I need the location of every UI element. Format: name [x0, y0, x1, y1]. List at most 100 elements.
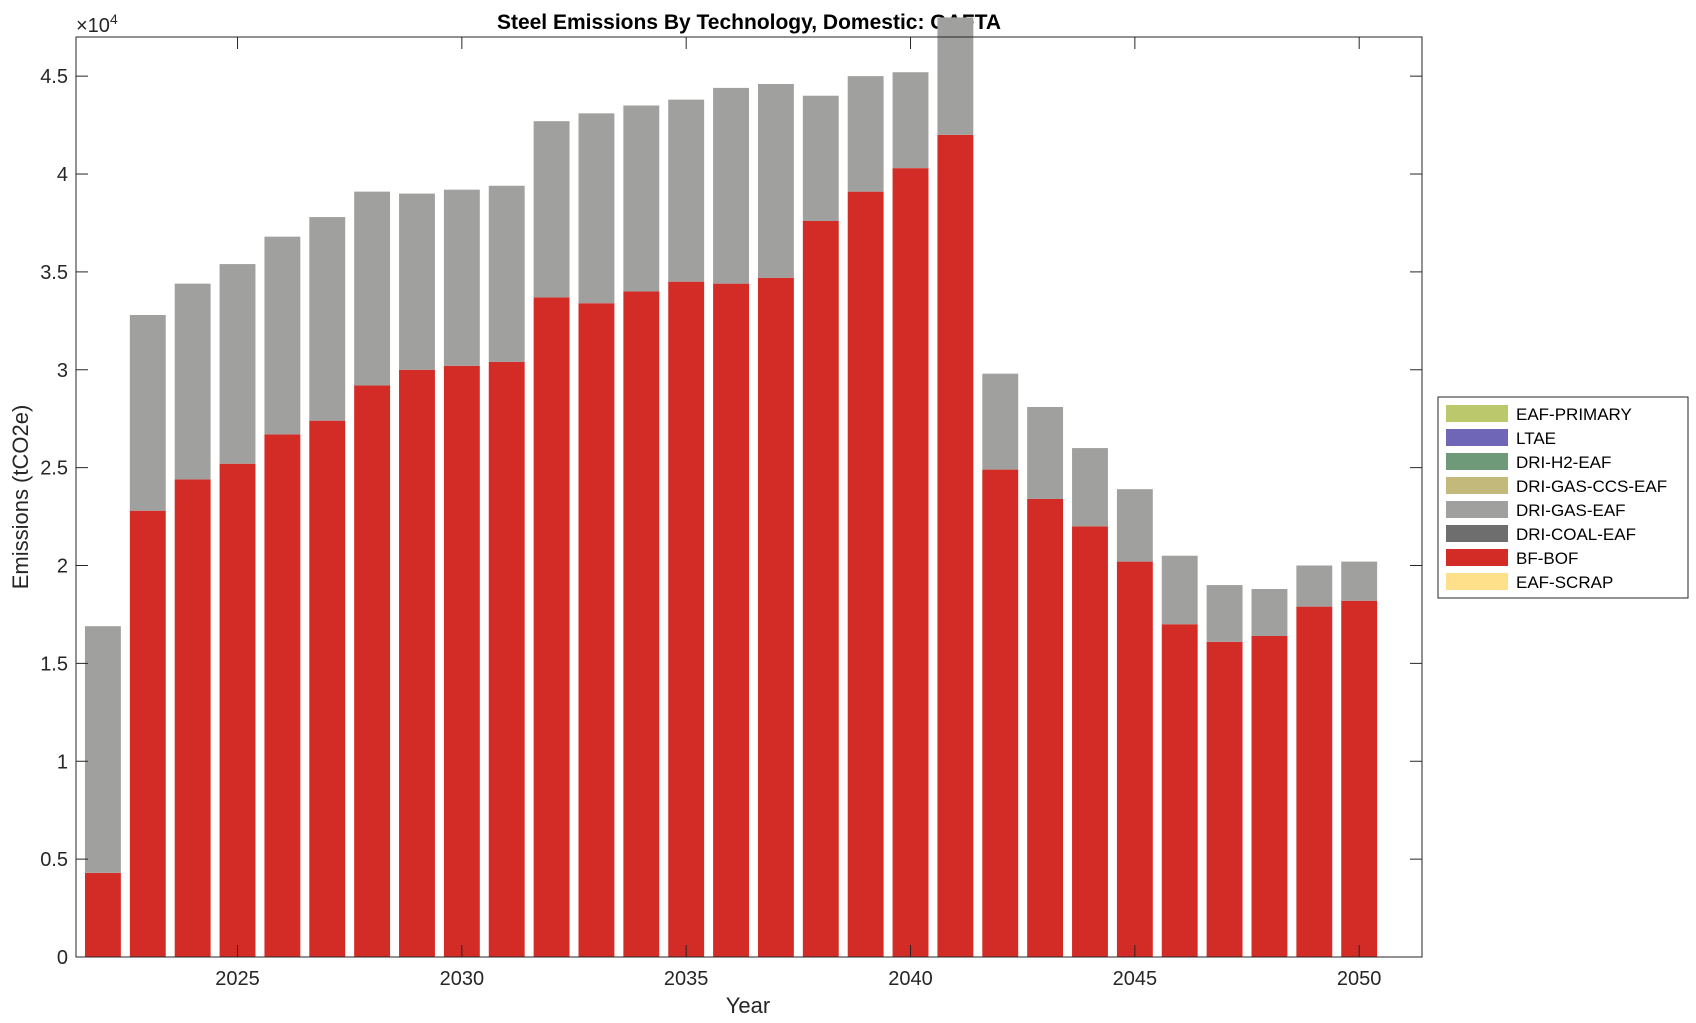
x-tick-label: 2025: [215, 968, 260, 990]
legend-label-dri-gas-ccs-eaf: DRI-GAS-CCS-EAF: [1516, 477, 1667, 496]
y-axis-multiplier-base: ×10: [76, 15, 110, 37]
legend-swatch-dri-gas-eaf: [1446, 501, 1508, 518]
bar-bf-bof-2037: [757, 277, 794, 957]
x-tick-label: 2045: [1113, 968, 1158, 990]
bar-dri-gas-eaf-2023: [129, 314, 166, 511]
y-tick-label: 3: [57, 360, 68, 382]
legend-swatch-eaf-scrap: [1446, 573, 1508, 590]
legend-swatch-bf-bof: [1446, 549, 1508, 566]
bar-bf-bof-2040: [892, 168, 929, 957]
y-tick-label: 1: [57, 751, 68, 773]
legend-label-ltae: LTAE: [1516, 429, 1556, 448]
bar-bf-bof-2048: [1251, 635, 1288, 957]
bar-bf-bof-2031: [488, 361, 525, 957]
bar-dri-gas-eaf-2028: [354, 191, 391, 386]
bar-bf-bof-2044: [1072, 526, 1108, 957]
bar-bf-bof-2034: [623, 291, 660, 958]
bar-bf-bof-2026: [264, 434, 301, 957]
bar-bf-bof-2050: [1341, 600, 1378, 957]
bar-dri-gas-eaf-2030: [443, 189, 480, 366]
bar-bf-bof-2029: [399, 369, 435, 957]
bar-dri-gas-eaf-2045: [1116, 489, 1153, 562]
bar-bf-bof-2028: [354, 385, 391, 957]
y-axis-exponent-label: ×104: [76, 11, 118, 37]
bar-dri-gas-eaf-2048: [1251, 589, 1288, 636]
bar-dri-gas-eaf-2043: [1027, 406, 1064, 499]
y-tick-label: 2: [57, 556, 68, 578]
bar-dri-gas-eaf-2026: [264, 236, 301, 435]
bar-dri-gas-eaf-2044: [1072, 448, 1108, 527]
legend-label-dri-coal-eaf: DRI-COAL-EAF: [1516, 525, 1636, 544]
bar-dri-gas-eaf-2046: [1161, 555, 1198, 625]
legend: EAF-PRIMARY LTAE DRI-H2-EAF DRI-GAS-CCS-EAF…: [1437, 396, 1689, 599]
y-tick-label: 0: [57, 947, 68, 969]
bar-bf-bof-2035: [668, 281, 705, 957]
bar-dri-gas-eaf-2033: [578, 113, 615, 304]
bar-bf-bof-2045: [1116, 561, 1153, 957]
bar-dri-gas-eaf-2025: [219, 264, 256, 464]
x-axis-label: Year: [726, 993, 770, 1018]
y-axis-multiplier-exponent: 4: [110, 11, 118, 27]
legend-label-bf-bof: BF-BOF: [1516, 549, 1578, 568]
y-tick-label: 1.5: [40, 653, 68, 675]
bar-dri-gas-eaf-2035: [668, 99, 705, 282]
legend-swatch-dri-gas-ccs-eaf: [1446, 477, 1508, 494]
chart-title: Steel Emissions By Technology, Domestic:…: [497, 11, 1001, 34]
bar-bf-bof-2043: [1027, 498, 1064, 957]
bar-bf-bof-2036: [713, 283, 749, 957]
bar-bf-bof-2038: [802, 221, 839, 957]
x-tick-label: 2050: [1337, 968, 1382, 990]
bar-bf-bof-2027: [309, 420, 346, 957]
bar-bf-bof-2022: [84, 872, 121, 957]
bar-dri-gas-eaf-2031: [488, 185, 525, 362]
y-tick-label: 3.5: [40, 262, 68, 284]
legend-label-eaf-scrap: EAF-SCRAP: [1516, 573, 1613, 592]
bar-dri-gas-eaf-2029: [399, 193, 435, 370]
bar-dri-gas-eaf-2039: [847, 76, 884, 192]
plot-area-frame: [75, 36, 1423, 958]
bar-series-group: [84, 17, 1378, 958]
bar-bf-bof-2046: [1161, 624, 1198, 957]
y-tick-label: 4.5: [40, 66, 68, 88]
bar-dri-gas-eaf-2024: [174, 283, 211, 480]
bar-bf-bof-2024: [174, 479, 211, 957]
x-axis: 2025 2030 2035 2040 2045 2050: [215, 37, 1381, 990]
bar-bf-bof-2033: [578, 303, 615, 958]
legend-swatch-dri-h2-eaf: [1446, 453, 1508, 470]
bar-bf-bof-2030: [443, 365, 480, 958]
bar-dri-gas-eaf-2032: [533, 121, 570, 298]
y-axis: 0 0.5 1 1.5 2 2.5 3 3.5 4 4.5: [40, 66, 1422, 969]
y-tick-label: 2.5: [40, 458, 68, 480]
y-tick-label: 4: [57, 164, 68, 186]
x-tick-label: 2040: [888, 968, 933, 990]
y-axis-label: Emissions (tCO2e): [8, 405, 33, 590]
legend-swatch-eaf-primary: [1446, 405, 1508, 422]
bar-dri-gas-eaf-2022: [84, 626, 121, 873]
bar-dri-gas-eaf-2050: [1341, 561, 1378, 601]
legend-label-eaf-primary: EAF-PRIMARY: [1516, 405, 1632, 424]
legend-swatch-dri-coal-eaf: [1446, 525, 1508, 542]
bar-bf-bof-2032: [533, 297, 570, 958]
bar-bf-bof-2039: [847, 191, 884, 957]
bar-dri-gas-eaf-2036: [713, 87, 749, 284]
bar-bf-bof-2025: [219, 463, 256, 957]
x-tick-label: 2035: [664, 968, 709, 990]
legend-label-dri-gas-eaf: DRI-GAS-EAF: [1516, 501, 1626, 520]
bar-dri-gas-eaf-2041: [937, 17, 974, 135]
bar-dri-gas-eaf-2034: [623, 105, 660, 292]
bar-bf-bof-2041: [937, 134, 974, 957]
legend-swatch-ltae: [1446, 429, 1508, 446]
bar-dri-gas-eaf-2042: [982, 373, 1019, 470]
bar-bf-bof-2047: [1206, 641, 1243, 957]
bar-dri-gas-eaf-2037: [757, 83, 794, 278]
bar-dri-gas-eaf-2027: [309, 217, 346, 421]
bar-dri-gas-eaf-2047: [1206, 585, 1243, 642]
bar-bf-bof-2042: [982, 469, 1019, 957]
bar-dri-gas-eaf-2049: [1296, 565, 1333, 607]
x-tick-label: 2030: [440, 968, 485, 990]
bar-dri-gas-eaf-2038: [802, 95, 839, 221]
bar-bf-bof-2049: [1296, 606, 1333, 957]
legend-label-dri-h2-eaf: DRI-H2-EAF: [1516, 453, 1611, 472]
bar-bf-bof-2023: [129, 510, 166, 957]
